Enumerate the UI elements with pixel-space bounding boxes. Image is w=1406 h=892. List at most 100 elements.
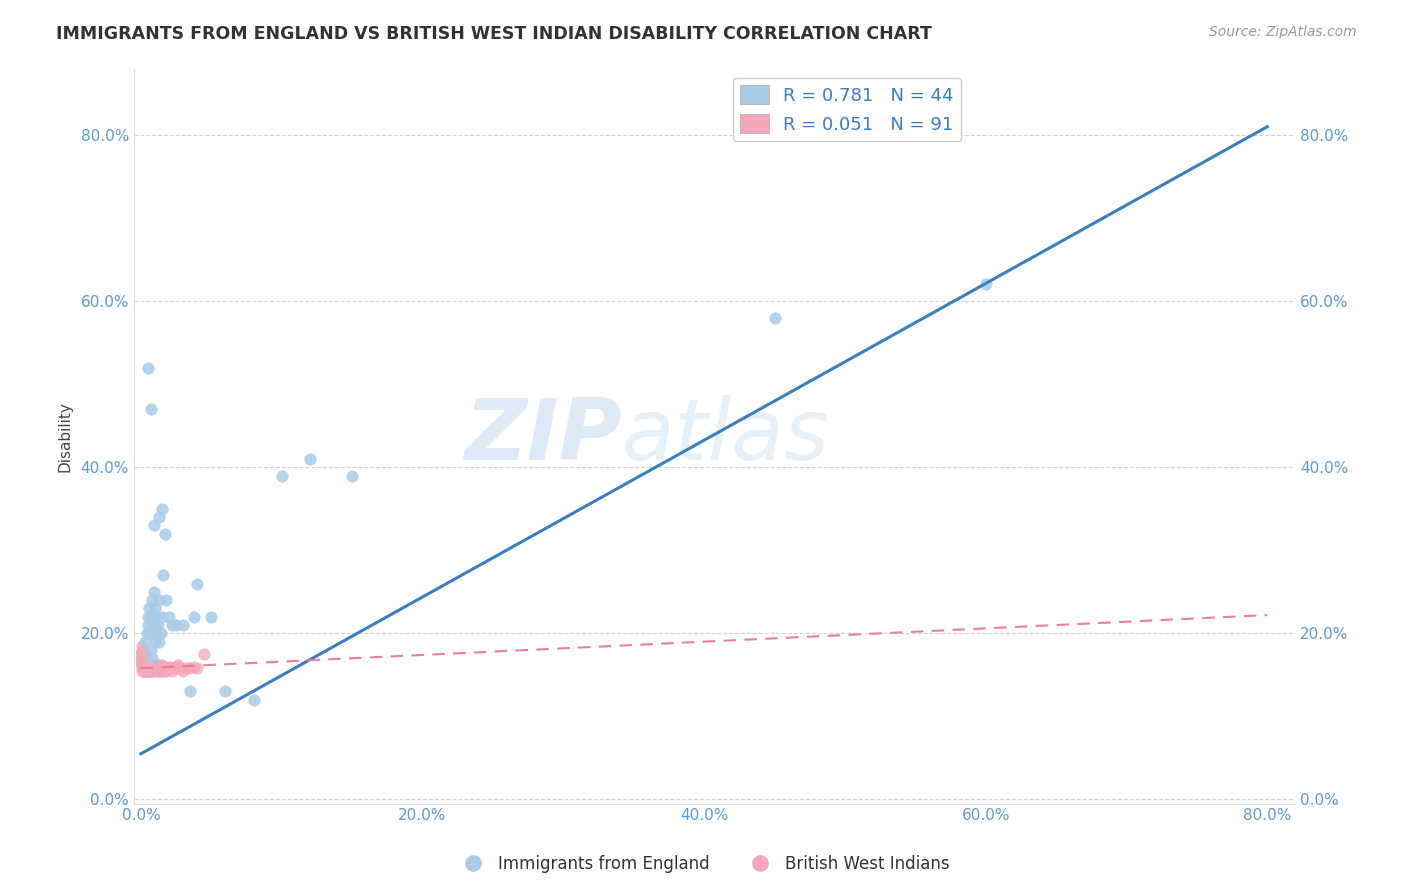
Point [134, 657, 156, 672]
Point [131, 645, 153, 659]
Point [974, 277, 997, 292]
Point [160, 664, 183, 678]
Point [135, 659, 157, 673]
Point [142, 663, 165, 677]
Point [145, 663, 167, 677]
Point [138, 661, 160, 675]
Point [160, 618, 183, 632]
Point [186, 576, 208, 591]
Point [131, 654, 153, 668]
Point [132, 648, 155, 663]
Point [134, 657, 156, 671]
Legend: Immigrants from England, British West Indians: Immigrants from England, British West In… [450, 848, 956, 880]
Point [200, 609, 222, 624]
Point [134, 651, 156, 665]
Point [172, 618, 194, 632]
Point [141, 593, 163, 607]
Point [155, 593, 177, 607]
Point [142, 584, 165, 599]
Point [139, 609, 162, 624]
Point [135, 657, 157, 671]
Point [141, 651, 163, 665]
Point [157, 609, 180, 624]
Point [139, 664, 162, 678]
Point [153, 526, 176, 541]
Point [131, 653, 153, 667]
Point [132, 661, 155, 675]
Point [132, 649, 155, 664]
Point [163, 661, 186, 675]
Text: IMMIGRANTS FROM ENGLAND VS BRITISH WEST INDIAN DISABILITY CORRELATION CHART: IMMIGRANTS FROM ENGLAND VS BRITISH WEST … [56, 25, 932, 43]
Point [131, 647, 153, 661]
Point [131, 657, 153, 672]
Text: Source: ZipAtlas.com: Source: ZipAtlas.com [1209, 25, 1357, 39]
Point [214, 684, 236, 698]
Point [270, 468, 292, 483]
Point [156, 663, 179, 677]
Point [132, 645, 155, 659]
Point [139, 402, 162, 417]
Point [131, 656, 153, 670]
Point [131, 657, 153, 671]
Point [136, 360, 159, 375]
Point [138, 601, 160, 615]
Point [131, 655, 153, 669]
Point [131, 639, 153, 653]
Point [142, 657, 165, 672]
Point [132, 647, 155, 661]
Point [135, 661, 157, 675]
Point [148, 664, 170, 678]
Text: atlas: atlas [621, 394, 830, 477]
Point [138, 626, 160, 640]
Point [131, 651, 153, 665]
Point [131, 650, 153, 665]
Point [179, 684, 201, 698]
Legend: R = 0.781   N = 44, R = 0.051   N = 91: R = 0.781 N = 44, R = 0.051 N = 91 [733, 78, 962, 141]
Point [132, 657, 155, 671]
Point [132, 656, 155, 670]
Point [165, 659, 187, 673]
Point [148, 510, 170, 524]
Point [131, 644, 153, 658]
Point [135, 664, 157, 678]
Point [298, 451, 321, 466]
Point [131, 657, 153, 671]
Point [136, 609, 159, 624]
Point [152, 664, 174, 678]
Point [166, 657, 188, 672]
Point [142, 618, 165, 632]
Point [165, 618, 187, 632]
Point [146, 664, 169, 678]
Point [193, 647, 215, 661]
Point [172, 664, 194, 678]
Point [150, 501, 173, 516]
Point [131, 659, 153, 673]
Point [145, 609, 167, 624]
Point [142, 518, 165, 533]
Point [149, 663, 172, 677]
Point [134, 661, 156, 675]
Point [146, 657, 169, 672]
Point [149, 626, 172, 640]
Point [136, 657, 159, 671]
Point [132, 645, 155, 659]
Point [340, 468, 363, 483]
Point [131, 648, 153, 663]
Point [134, 656, 156, 670]
Point [152, 568, 174, 582]
Point [143, 664, 166, 678]
Point [169, 661, 191, 675]
Point [132, 651, 155, 665]
Point [143, 659, 166, 673]
Point [150, 609, 173, 624]
Point [150, 664, 173, 678]
Point [136, 656, 159, 670]
Point [134, 664, 156, 678]
Point [136, 662, 159, 676]
Point [131, 649, 153, 664]
Point [136, 659, 159, 673]
Point [132, 648, 155, 662]
Point [155, 664, 177, 678]
Point [183, 609, 205, 624]
Point [136, 618, 159, 632]
